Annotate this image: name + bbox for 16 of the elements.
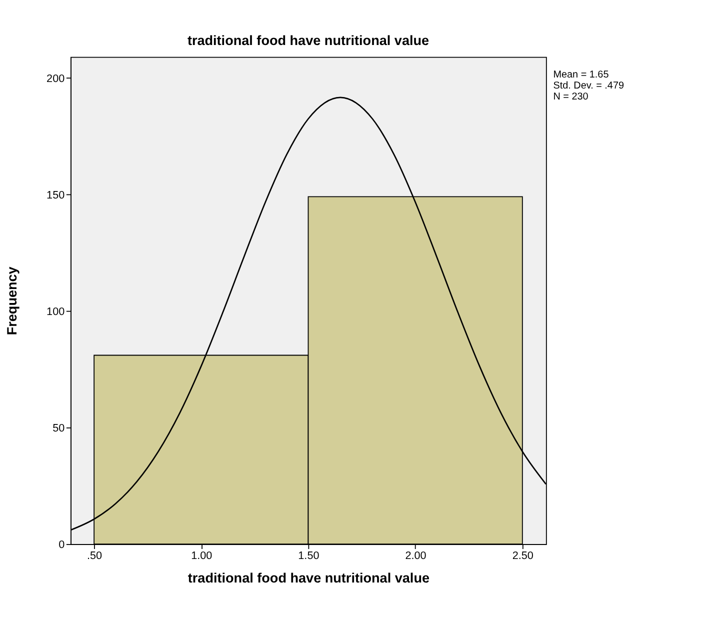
x-tick-label: 1.50 <box>298 550 320 562</box>
text: Std. Dev. = .479 <box>553 80 624 92</box>
x-tick-label: 1.00 <box>191 550 212 562</box>
y-tick-label: 50 <box>52 422 65 435</box>
text: Mean = 1.65 <box>553 70 610 81</box>
x-tick-label: 2.50 <box>512 550 534 562</box>
x-tick-label: .50 <box>86 550 102 562</box>
chart-title: traditional food have nutritional value <box>187 33 430 48</box>
y-axis-title: Frequency <box>4 266 20 336</box>
x-tick-label: 2.00 <box>405 550 426 562</box>
y-tick-label: 100 <box>46 306 65 318</box>
y-tick-label: 0 <box>58 539 65 552</box>
text: N = 230 <box>553 91 589 102</box>
y-tick-label: 150 <box>46 189 65 202</box>
x-axis-title: traditional food have nutritional value <box>188 570 430 586</box>
y-tick-label: 200 <box>46 72 65 85</box>
